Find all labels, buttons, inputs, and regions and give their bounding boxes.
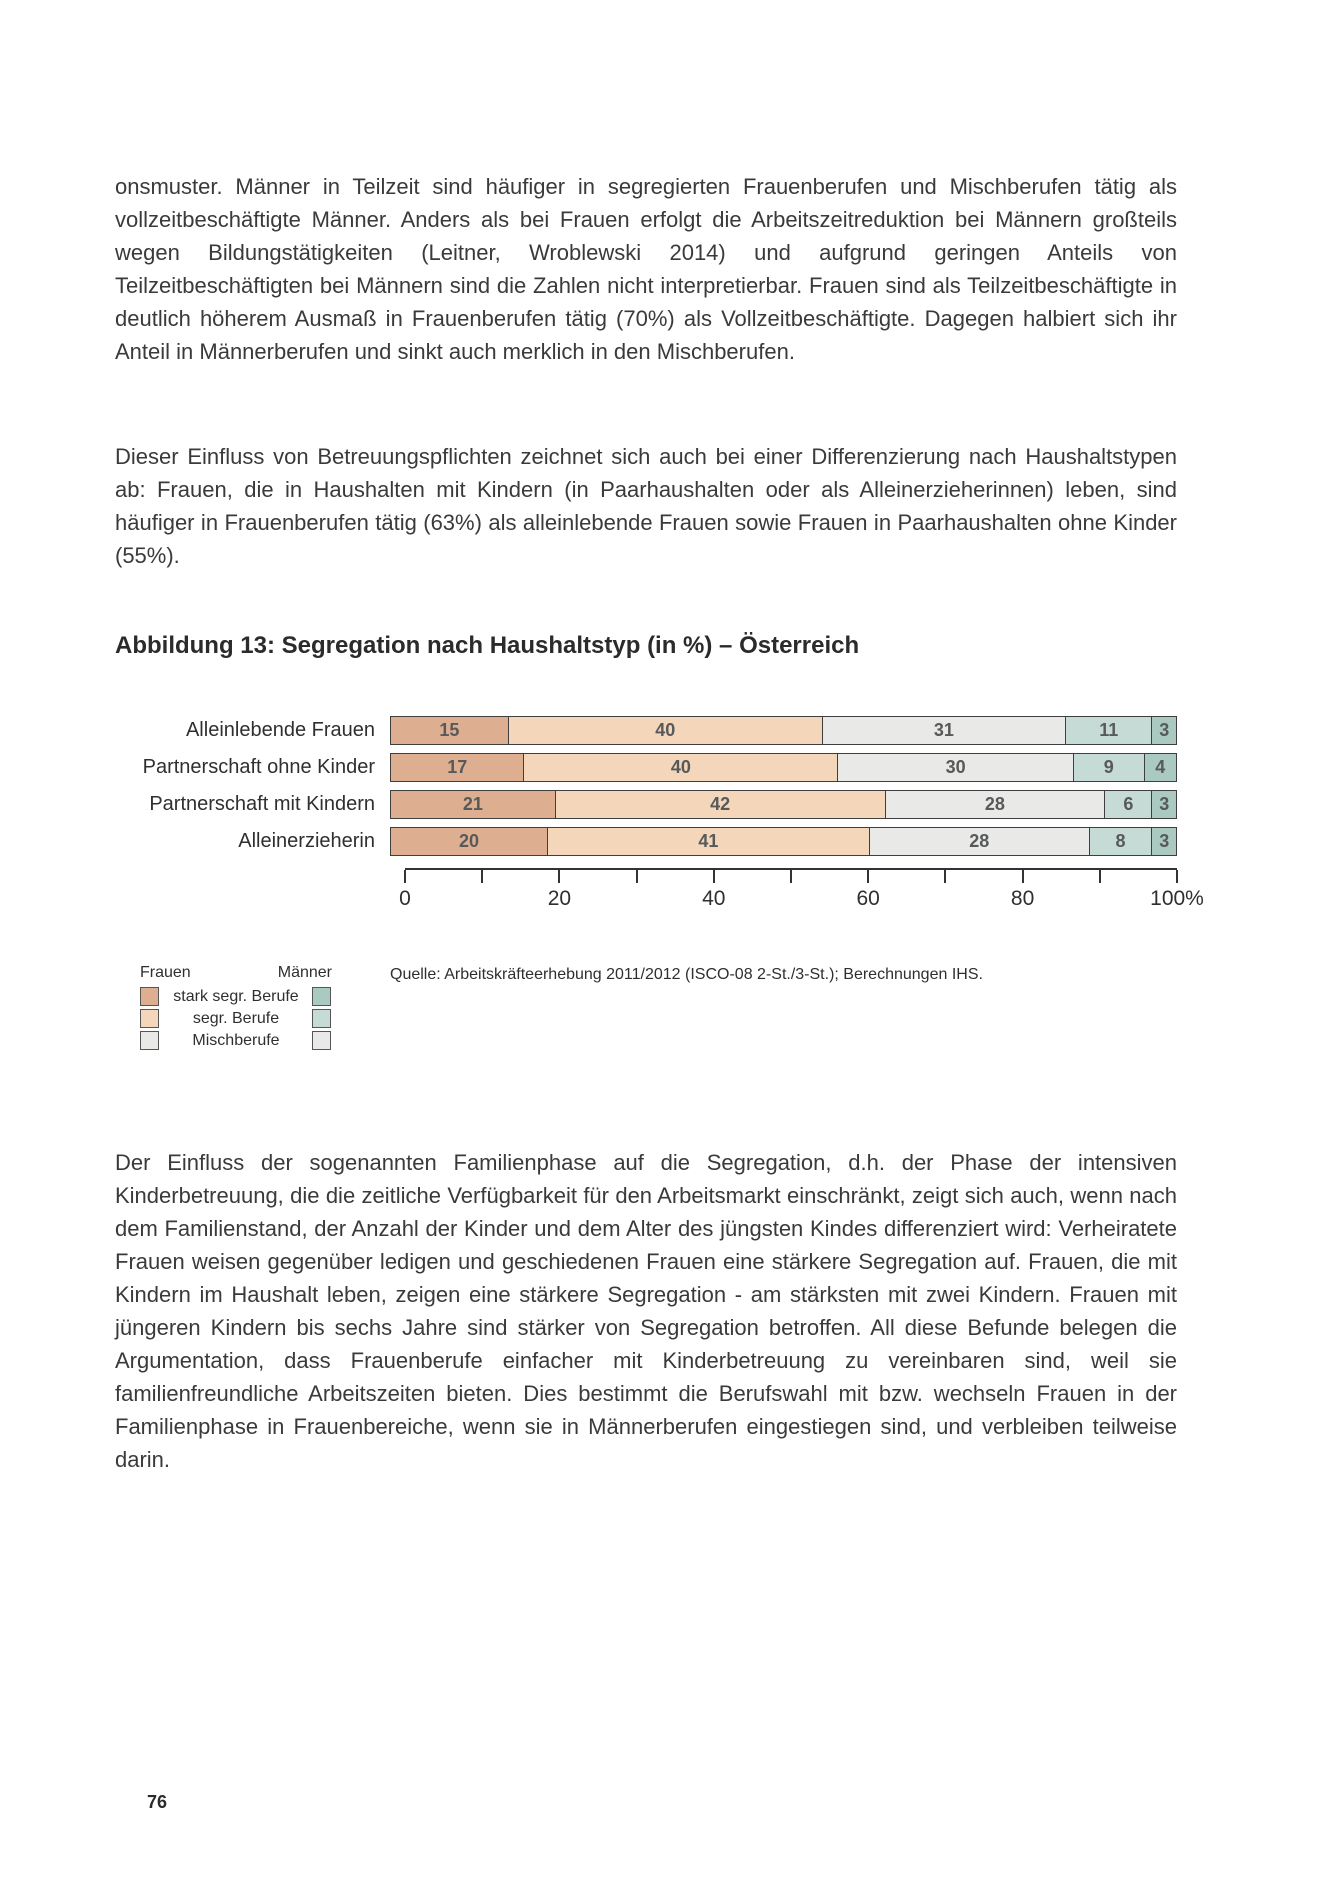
legend-row: stark segr. Berufe bbox=[140, 987, 332, 1006]
legend-label: stark segr. Berufe bbox=[173, 987, 299, 1005]
axis-tick-label: 100% bbox=[1150, 887, 1204, 910]
legend-swatch-frauen-stark-segr bbox=[140, 987, 159, 1006]
axis-tick bbox=[481, 870, 484, 883]
axis-tick-label: 0 bbox=[399, 887, 411, 910]
legend-header: Frauen Männer bbox=[140, 964, 332, 982]
bar-segment: 9 bbox=[1073, 754, 1145, 781]
chart-row: Alleinerzieherin 20 41 28 8 3 bbox=[115, 827, 1177, 856]
legend-row: Mischberufe bbox=[140, 1031, 332, 1050]
stacked-bar: 21 42 28 6 3 bbox=[390, 790, 1177, 819]
bar-segment: 3 bbox=[1152, 791, 1176, 818]
bar-segment: 17 bbox=[391, 754, 525, 781]
axis-tick bbox=[944, 870, 947, 883]
bar-segment: 15 bbox=[391, 717, 509, 744]
x-axis: 0 20 40 60 80 100% bbox=[399, 868, 1204, 938]
legend-column-maenner: Männer bbox=[277, 964, 332, 981]
legend-swatch-maenner-segr bbox=[312, 1009, 331, 1028]
bar-segment: 42 bbox=[555, 791, 886, 818]
bar-segment: 40 bbox=[524, 754, 839, 781]
paragraph-1: onsmuster. Männer in Teilzeit sind häufi… bbox=[115, 174, 1177, 364]
axis-tick bbox=[1098, 870, 1101, 883]
axis-tick-label: 80 bbox=[1010, 887, 1035, 910]
axis-tick-label: 60 bbox=[856, 887, 880, 910]
figure-title: Abbildung 13: Segregation nach Haushalts… bbox=[115, 632, 860, 659]
bar-segment: 21 bbox=[391, 791, 556, 818]
axis-tick bbox=[1176, 870, 1178, 883]
axis-tick-label: 20 bbox=[547, 887, 572, 910]
legend-swatch-frauen-mischberufe bbox=[140, 1031, 159, 1050]
stacked-bar: 20 41 28 8 3 bbox=[390, 827, 1177, 856]
legend-swatch-maenner-stark-segr bbox=[312, 987, 331, 1006]
axis-tick bbox=[404, 870, 406, 883]
chart-legend: Frauen Männer stark segr. Berufe segr. B… bbox=[140, 964, 332, 1053]
segregation-chart: Alleinlebende Frauen 15 40 31 11 3 Partnerscha… bbox=[115, 716, 1204, 938]
axis-tick bbox=[1021, 870, 1024, 883]
bar-segment: 41 bbox=[548, 828, 870, 855]
bar-segment: 4 bbox=[1144, 754, 1176, 781]
chart-row: Partnerschaft ohne Kinder 17 40 30 9 4 bbox=[115, 753, 1177, 782]
bar-segment: 28 bbox=[885, 791, 1106, 818]
x-axis-labels: 0 20 40 60 80 100% bbox=[399, 885, 1204, 915]
paragraph-2: Dieser Einfluss von Betreuungspflichten … bbox=[115, 444, 1177, 568]
category-label: Partnerschaft mit Kindern bbox=[149, 793, 375, 815]
axis-tick bbox=[712, 870, 715, 883]
legend-swatch-frauen-segr bbox=[140, 1009, 159, 1028]
bar-segment: 40 bbox=[508, 717, 823, 744]
legend-label: Mischberufe bbox=[192, 1031, 280, 1049]
legend-row: segr. Berufe bbox=[140, 1009, 332, 1028]
source-note: Quelle: Arbeitskräfteerhebung 2011/2012 … bbox=[390, 966, 983, 983]
paragraph-3: Der Einfluss der sogenannten Familienpha… bbox=[115, 1150, 1177, 1472]
axis-tick bbox=[558, 870, 561, 883]
legend-column-frauen: Frauen bbox=[140, 964, 191, 981]
bar-segment: 30 bbox=[838, 754, 1074, 781]
x-axis-line bbox=[404, 868, 1178, 885]
chart-row: Partnerschaft mit Kindern 21 42 28 6 3 bbox=[115, 790, 1177, 819]
category-label: Partnerschaft ohne Kinder bbox=[142, 756, 375, 778]
bar-segment: 31 bbox=[822, 717, 1067, 744]
bar-segment: 3 bbox=[1152, 828, 1176, 855]
bar-segment: 20 bbox=[391, 828, 548, 855]
bar-segment: 11 bbox=[1066, 717, 1153, 744]
bar-segment: 8 bbox=[1089, 828, 1153, 855]
axis-tick bbox=[790, 870, 792, 883]
stacked-bar: 15 40 31 11 3 bbox=[390, 716, 1177, 745]
bar-segment: 28 bbox=[869, 828, 1090, 855]
bar-segment: 3 bbox=[1152, 717, 1176, 744]
page-number: 76 bbox=[147, 1792, 168, 1812]
axis-tick-label: 40 bbox=[702, 887, 726, 910]
axis-tick bbox=[635, 870, 638, 883]
legend-label: segr. Berufe bbox=[192, 1009, 280, 1027]
chart-rows: Alleinlebende Frauen 15 40 31 11 3 Partnerscha… bbox=[115, 716, 1177, 856]
bar-segment: 6 bbox=[1105, 791, 1153, 818]
legend-swatch-maenner-mischberufe bbox=[312, 1031, 331, 1050]
axis-tick bbox=[867, 870, 870, 883]
category-label: Alleinlebende Frauen bbox=[185, 719, 375, 741]
category-label: Alleinerzieherin bbox=[238, 830, 375, 852]
chart-row: Alleinlebende Frauen 15 40 31 11 3 bbox=[115, 716, 1177, 745]
stacked-bar: 17 40 30 9 4 bbox=[390, 753, 1177, 782]
